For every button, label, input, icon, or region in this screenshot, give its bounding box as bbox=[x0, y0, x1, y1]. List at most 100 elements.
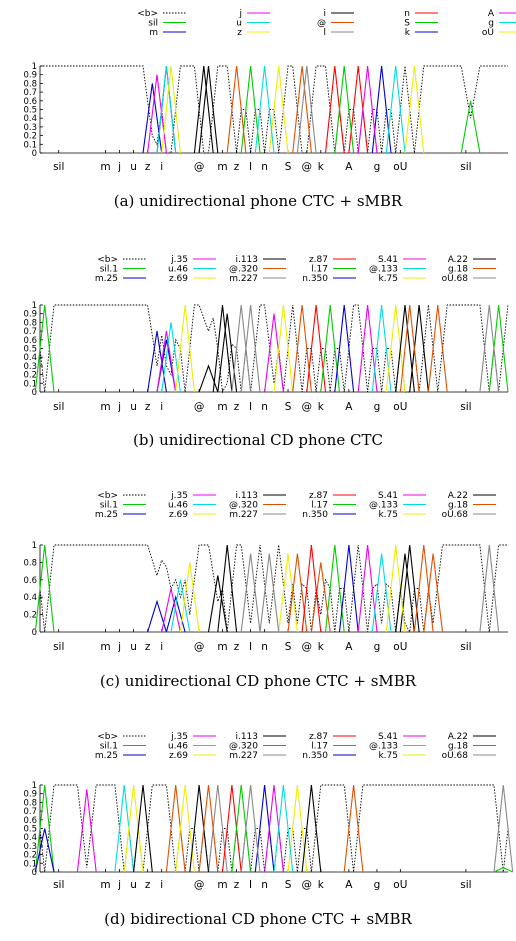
series-peak bbox=[278, 553, 298, 633]
x-tick-label: z bbox=[234, 161, 240, 173]
x-tick-label: A bbox=[345, 641, 353, 653]
legend-label: m.227 bbox=[229, 274, 258, 284]
series-peak bbox=[34, 544, 55, 633]
x-tick-label: m bbox=[217, 401, 227, 413]
y-tick-label: 0.2 bbox=[23, 851, 37, 861]
y-tick-label: 0.6 bbox=[23, 97, 37, 107]
legend-label: i.113 bbox=[235, 732, 258, 742]
series-peak bbox=[207, 575, 228, 633]
legend-label: z.87 bbox=[309, 491, 328, 501]
series-peak bbox=[161, 65, 181, 154]
legend-label: n.350 bbox=[302, 510, 328, 520]
series-peak bbox=[161, 588, 181, 633]
series-peak bbox=[175, 304, 195, 393]
legend-label: A bbox=[488, 9, 495, 19]
series-peak bbox=[338, 544, 359, 633]
legend-label: A.22 bbox=[448, 255, 468, 265]
y-tick-label: 1 bbox=[32, 781, 37, 791]
x-tick-label: sil bbox=[53, 161, 64, 173]
legend-label: u.46 bbox=[168, 265, 188, 275]
legend-label: j.35 bbox=[170, 732, 188, 742]
series-peak bbox=[399, 544, 420, 633]
series-peak bbox=[395, 553, 415, 633]
series-peak bbox=[460, 100, 481, 154]
legend-label: @.320 bbox=[229, 265, 258, 275]
series-peak bbox=[488, 304, 509, 393]
series-peak bbox=[193, 65, 214, 154]
x-tick-label: S bbox=[285, 161, 292, 173]
legend-label: @.133 bbox=[369, 742, 398, 752]
legend-label: @.133 bbox=[369, 265, 398, 275]
y-tick-label: 0.8 bbox=[23, 798, 37, 808]
x-tick-label: m bbox=[217, 161, 227, 173]
x-tick-label: k bbox=[318, 641, 325, 653]
legend-label: z.69 bbox=[169, 751, 188, 761]
x-tick-label: z bbox=[145, 401, 151, 413]
series-peak bbox=[147, 331, 167, 393]
legend-label: oU.68 bbox=[442, 751, 469, 761]
legend-label: k.75 bbox=[378, 751, 398, 761]
y-tick-label: 0 bbox=[32, 868, 37, 878]
series-peak bbox=[240, 65, 261, 154]
y-tick-label: 0.5 bbox=[23, 106, 37, 116]
x-tick-label: m bbox=[217, 879, 227, 891]
series-peak bbox=[287, 784, 308, 873]
legend-label: S bbox=[404, 19, 410, 29]
legend-label: sil.1 bbox=[100, 265, 118, 275]
x-tick-label: g bbox=[374, 401, 381, 413]
series-peak bbox=[34, 304, 55, 393]
y-tick-label: 0.4 bbox=[23, 593, 37, 603]
series-peak bbox=[371, 553, 392, 633]
series-peak bbox=[479, 544, 500, 633]
series-peak bbox=[413, 544, 434, 633]
series-peak bbox=[385, 304, 406, 393]
legend-label: g.18 bbox=[448, 265, 468, 275]
y-tick-label: 0.8 bbox=[23, 318, 37, 328]
y-tick-label: 0.2 bbox=[23, 132, 37, 142]
x-tick-label: I bbox=[249, 879, 252, 891]
series-peak bbox=[320, 304, 341, 393]
legend-label: i.113 bbox=[235, 491, 258, 501]
y-tick-label: 0.1 bbox=[23, 140, 37, 150]
x-tick-label: A bbox=[345, 879, 353, 891]
legend-label: n.350 bbox=[302, 751, 328, 761]
legend-label: m.227 bbox=[229, 751, 258, 761]
legend-label: j bbox=[238, 9, 242, 19]
series-peak bbox=[357, 304, 378, 393]
x-tick-label: n bbox=[261, 401, 268, 413]
legend-label: <b> bbox=[97, 255, 118, 265]
x-tick-label: @ bbox=[302, 879, 313, 891]
legend-label: <b> bbox=[137, 9, 158, 19]
y-tick-label: 0.1 bbox=[23, 379, 37, 389]
legend-label: sil bbox=[148, 19, 158, 29]
x-tick-label: i bbox=[160, 161, 163, 173]
legend-label: oU.68 bbox=[442, 274, 469, 284]
legend-label: <b> bbox=[97, 491, 118, 501]
y-tick-label: 0.7 bbox=[23, 807, 37, 817]
x-tick-label: A bbox=[345, 401, 353, 413]
series-peak bbox=[198, 784, 219, 873]
series-peak bbox=[306, 304, 327, 393]
legend-label: @ bbox=[317, 19, 326, 29]
x-tick-label: g bbox=[374, 161, 381, 173]
x-tick-label: oU bbox=[393, 879, 407, 891]
series-peak bbox=[493, 784, 514, 873]
series-peak bbox=[301, 784, 322, 873]
series-peak bbox=[385, 544, 406, 633]
series-peak bbox=[76, 789, 97, 873]
x-tick-label: u bbox=[130, 401, 137, 413]
x-tick-label: I bbox=[249, 641, 252, 653]
series-line-blank bbox=[39, 304, 509, 394]
series-peak bbox=[165, 784, 186, 873]
series-peak bbox=[427, 304, 448, 393]
legend-label: m bbox=[149, 28, 158, 38]
x-tick-label: @ bbox=[302, 161, 313, 173]
x-tick-label: oU bbox=[393, 161, 407, 173]
y-tick-label: 0.2 bbox=[23, 371, 37, 381]
series-peak bbox=[198, 65, 219, 154]
series-peak bbox=[212, 304, 233, 393]
x-tick-label: @ bbox=[302, 641, 313, 653]
x-tick-label: z bbox=[234, 401, 240, 413]
